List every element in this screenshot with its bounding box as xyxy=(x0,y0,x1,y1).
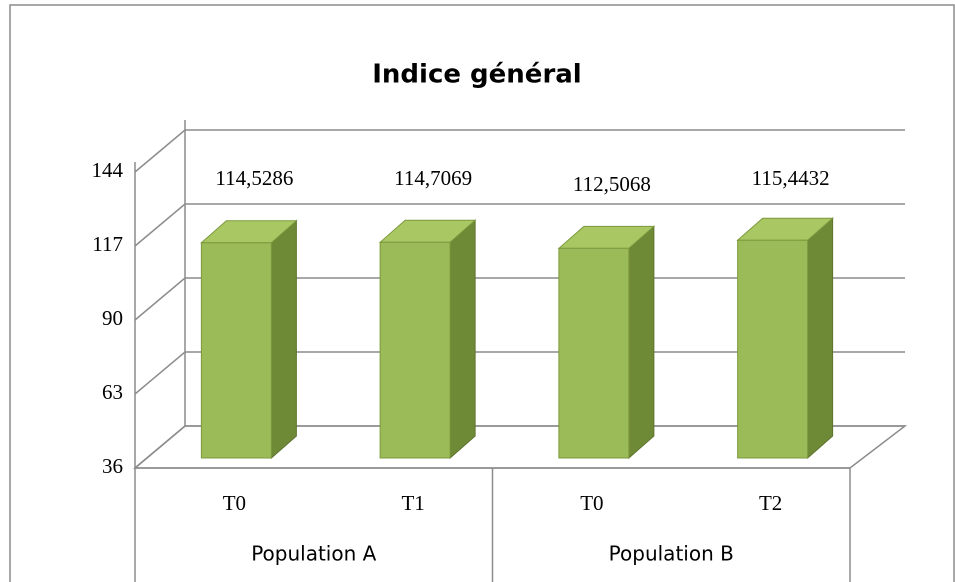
bar xyxy=(200,242,272,459)
data-label: 115,4432 xyxy=(752,166,830,190)
bar-side xyxy=(270,219,297,460)
bar xyxy=(379,241,451,459)
grid-line xyxy=(134,277,905,321)
bar-side xyxy=(807,217,834,460)
data-label: 114,5286 xyxy=(215,166,293,190)
x-tick-label: T0 xyxy=(580,491,603,515)
y-tick-label: 117 xyxy=(92,232,123,256)
x-tick-label: T0 xyxy=(223,491,246,515)
x-tick-label: T2 xyxy=(759,491,782,515)
group-label: Population A xyxy=(251,542,376,566)
y-tick-label: 90 xyxy=(102,306,123,330)
grid-line xyxy=(134,351,905,395)
bar-side xyxy=(628,225,655,460)
bar xyxy=(558,247,630,459)
y-tick-label: 63 xyxy=(102,380,123,404)
y-tick-label: 36 xyxy=(102,454,123,478)
x-tick-label: T1 xyxy=(401,491,424,515)
grid-line xyxy=(134,129,905,173)
bar xyxy=(737,239,809,459)
group-label: Population B xyxy=(609,542,734,566)
y-tick-label: 144 xyxy=(92,158,124,182)
data-label: 114,7069 xyxy=(394,166,472,190)
bar-side xyxy=(449,219,476,460)
data-label: 112,5068 xyxy=(573,172,651,196)
grid-line xyxy=(134,425,905,469)
chart-title: Indice général xyxy=(372,60,581,90)
grid-line xyxy=(134,203,905,247)
